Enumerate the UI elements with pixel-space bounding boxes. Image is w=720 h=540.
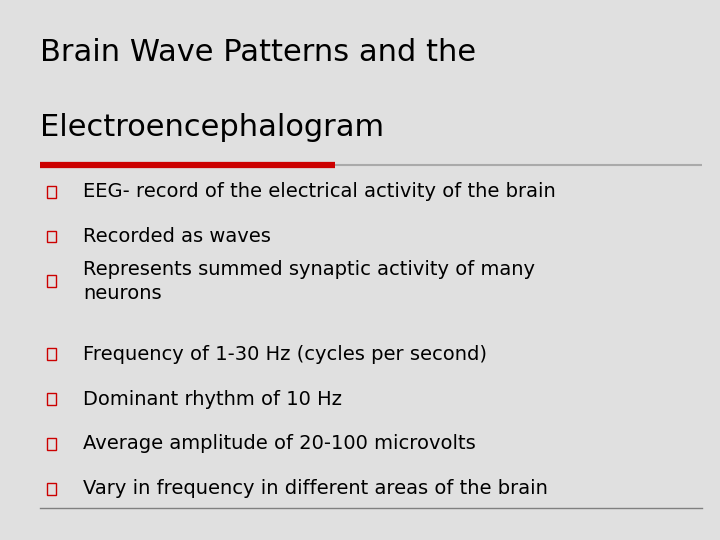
Text: EEG- record of the electrical activity of the brain: EEG- record of the electrical activity o… [83, 182, 556, 201]
Text: Electroencephalogram: Electroencephalogram [40, 113, 384, 143]
Text: Represents summed synaptic activity of many
neurons: Represents summed synaptic activity of m… [83, 260, 535, 302]
Text: Dominant rhythm of 10 Hz: Dominant rhythm of 10 Hz [83, 389, 342, 409]
Bar [47, 275, 56, 287]
Bar [47, 348, 56, 360]
Text: Vary in frequency in different areas of the brain: Vary in frequency in different areas of … [83, 479, 548, 498]
Text: Average amplitude of 20-100 microvolts: Average amplitude of 20-100 microvolts [83, 434, 475, 454]
Text: Frequency of 1-30 Hz (cycles per second): Frequency of 1-30 Hz (cycles per second) [83, 345, 487, 364]
Text: Recorded as waves: Recorded as waves [83, 227, 271, 246]
Bar [47, 393, 56, 405]
Bar [47, 483, 56, 495]
Text: Brain Wave Patterns and the: Brain Wave Patterns and the [40, 38, 476, 67]
Bar [47, 231, 56, 242]
Bar [47, 186, 56, 198]
Bar [47, 438, 56, 450]
